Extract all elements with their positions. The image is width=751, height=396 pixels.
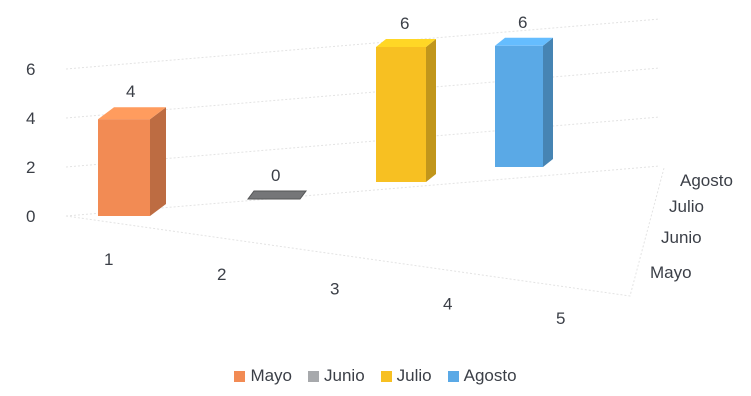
x-tick-label: 2 <box>217 265 226 284</box>
gridline <box>65 67 661 119</box>
legend-label: Julio <box>396 366 432 385</box>
bar-side <box>426 39 436 182</box>
data-label: 0 <box>271 166 280 185</box>
bar-flat <box>247 190 307 200</box>
x-tick-label: 3 <box>330 280 339 299</box>
depth-tick-label: Junio <box>661 228 702 247</box>
legend-item: Julio <box>380 366 432 386</box>
legend-swatch <box>380 370 392 382</box>
bars: 4 0 6 6 <box>98 13 553 216</box>
bar-top <box>98 107 166 120</box>
x-tick-label: 1 <box>104 250 113 269</box>
bar <box>376 47 426 182</box>
depth-axis-ticks: Agosto Julio Junio Mayo <box>650 171 733 282</box>
legend-swatch <box>447 370 459 382</box>
depth-tick-label: Mayo <box>650 263 692 282</box>
legend-label: Mayo <box>250 366 293 385</box>
floor-edge <box>65 167 665 297</box>
legend-item: Mayo <box>234 366 292 386</box>
gridlines <box>65 18 665 297</box>
y-axis-ticks: 0 2 4 6 <box>26 60 35 226</box>
y-tick-label: 0 <box>26 207 35 226</box>
bar-top <box>376 39 436 47</box>
legend-item: Junio <box>308 366 365 386</box>
legend-swatch <box>308 370 320 382</box>
y-tick-label: 2 <box>26 158 35 177</box>
depth-tick-label: Julio <box>669 197 704 216</box>
bar-top <box>495 37 553 46</box>
legend-swatch <box>234 370 246 382</box>
gridline <box>65 165 661 217</box>
bar <box>495 45 543 167</box>
legend-label: Agosto <box>463 366 517 385</box>
y-tick-label: 4 <box>26 109 35 128</box>
data-label: 6 <box>400 14 409 33</box>
bar <box>98 119 150 216</box>
x-tick-label: 5 <box>556 309 565 328</box>
gridline <box>65 116 661 168</box>
depth-tick-label: Agosto <box>680 171 733 190</box>
data-label: 4 <box>126 82 135 101</box>
bar-side <box>543 37 553 167</box>
data-label: 6 <box>518 13 527 32</box>
y-tick-label: 6 <box>26 60 35 79</box>
gridline <box>65 18 661 70</box>
x-axis-ticks: 1 2 3 4 5 <box>104 250 565 328</box>
x-tick-label: 4 <box>443 294 452 313</box>
bar-side <box>150 107 166 216</box>
chart-canvas: 0 2 4 6 1 2 3 4 5 Agosto Julio Junio Mayo 4 0 6 6 <box>26 13 733 328</box>
legend-item: Agosto <box>447 366 517 386</box>
legend-label: Junio <box>324 366 365 385</box>
legend: Mayo Junio Julio Agosto <box>0 366 751 386</box>
